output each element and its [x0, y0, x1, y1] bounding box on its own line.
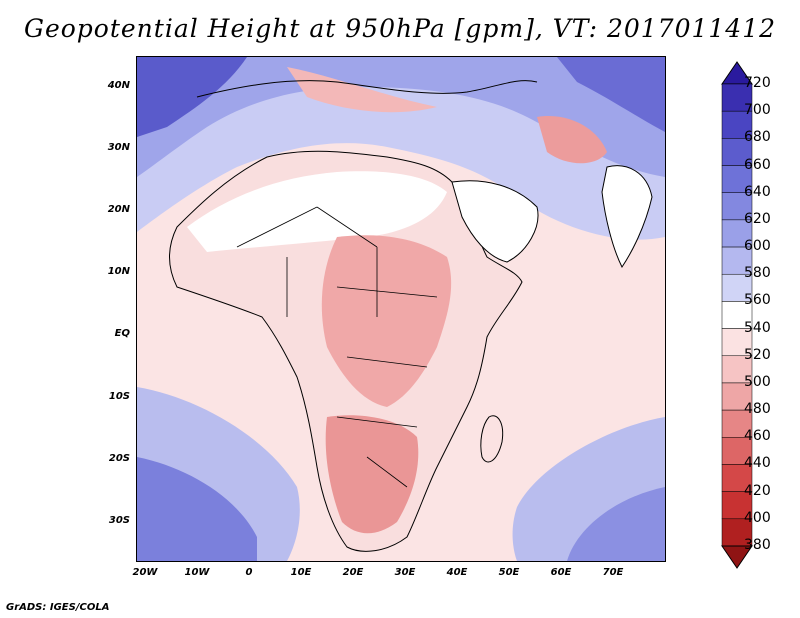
- colorbar-level-label: 720: [744, 75, 771, 91]
- arabian-peninsula: [451, 180, 539, 263]
- lon-label-0: 0: [245, 567, 253, 578]
- colorbar-segment: [721, 301, 753, 329]
- colorbar-level-label: 400: [744, 509, 771, 526]
- colorbar-bottom-arrow: [721, 545, 753, 569]
- colorbar-level-label: 600: [744, 238, 771, 255]
- lat-label-30n: 30N: [107, 142, 130, 153]
- central-africa-red: [321, 235, 452, 407]
- lon-label-40e: 40E: [446, 567, 468, 578]
- colorbar-level-label: 440: [744, 455, 771, 472]
- colorbar-segment: [721, 83, 753, 112]
- colorbar-level-label: 420: [744, 482, 771, 499]
- colorbar-segment: [721, 409, 753, 438]
- lon-label-70e: 70E: [602, 567, 624, 578]
- lat-label-20s: 20S: [108, 453, 130, 464]
- colorbar: [721, 61, 753, 569]
- colorbar-level-label: 680: [744, 129, 771, 146]
- southern-africa-red: [325, 415, 419, 534]
- lon-label-10w: 10W: [184, 567, 210, 578]
- lat-label-30s: 30S: [108, 515, 130, 526]
- colorbar-segment: [721, 273, 753, 302]
- colorbar-level-label: 380: [744, 537, 771, 553]
- colorbar-level-label: 640: [744, 183, 771, 200]
- south-east-deep: [567, 487, 665, 561]
- lat-label-10s: 10S: [108, 391, 130, 402]
- colorbar-level-label: 660: [744, 156, 771, 173]
- lat-label-20n: 20N: [107, 204, 130, 215]
- geopotential-map: [137, 57, 665, 561]
- north-mid-blue: [137, 57, 665, 177]
- lon-label-20e: 20E: [342, 567, 364, 578]
- colorbar-segment: [721, 437, 753, 465]
- colorbar-level-label: 620: [744, 210, 771, 227]
- mediterranean-red: [287, 67, 437, 113]
- colorbar-level-label: 520: [744, 346, 771, 363]
- colorbar-level-label: 580: [744, 265, 771, 282]
- north-deep-blue: [137, 57, 247, 137]
- colorbar-level-label: 560: [744, 292, 771, 309]
- colorbar-level-label: 500: [744, 373, 771, 390]
- colorbar-segment: [721, 219, 753, 248]
- colorbar-level-label: 460: [744, 428, 771, 445]
- colorbar-segment: [721, 464, 753, 492]
- colorbar-segment: [721, 165, 753, 193]
- colorbar-segment: [721, 491, 753, 520]
- europe-outline: [196, 80, 538, 98]
- colorbar-segments: [721, 61, 753, 569]
- map-plot-area: [136, 56, 666, 562]
- india-outline: [601, 165, 653, 268]
- colorbar-segment: [721, 138, 753, 166]
- lat-label-eq: EQ: [114, 328, 130, 339]
- iran-red-patch: [537, 116, 607, 164]
- lon-label-60e: 60E: [550, 567, 572, 578]
- lat-label-10n: 10N: [107, 266, 130, 277]
- country-borders: [236, 206, 438, 488]
- colorbar-segment: [721, 328, 753, 357]
- colorbar-level-label: 700: [744, 102, 771, 119]
- colorbar-segment: [721, 192, 753, 221]
- south-west-deep: [137, 457, 257, 561]
- northeast-deep-blue: [557, 57, 665, 132]
- colorbar-segment: [721, 110, 753, 139]
- lon-label-30e: 30E: [394, 567, 416, 578]
- colorbar-segment: [721, 382, 753, 411]
- lat-label-40n: 40N: [107, 80, 130, 91]
- lon-label-10e: 10E: [290, 567, 312, 578]
- chart-title: Geopotential Height at 950hPa [gpm], VT:…: [23, 14, 777, 43]
- colorbar-segment: [721, 246, 753, 275]
- lon-label-50e: 50E: [498, 567, 520, 578]
- grads-credit: GrADS: IGES/COLA: [6, 602, 110, 613]
- sahara-region: [187, 171, 447, 252]
- lon-label-20w: 20W: [132, 567, 158, 578]
- colorbar-level-label: 480: [744, 401, 771, 418]
- colorbar-level-label: 540: [744, 319, 771, 336]
- madagascar-outline: [480, 415, 504, 463]
